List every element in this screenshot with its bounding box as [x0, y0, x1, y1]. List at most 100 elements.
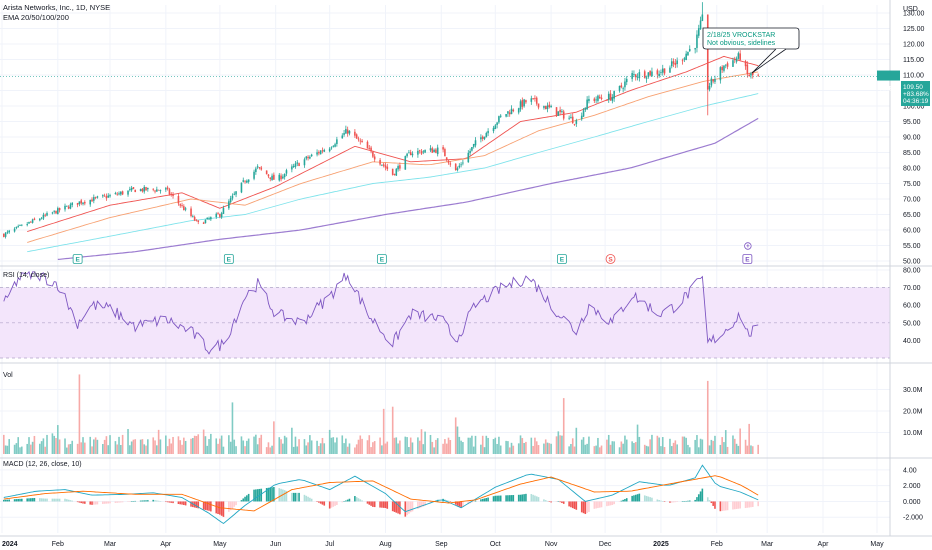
candle-body	[202, 222, 205, 224]
macd-histogram-bar	[298, 492, 300, 502]
macd-panel-label: MACD (12, 26, close, 10)	[3, 461, 82, 468]
annotation-line-1: 2/18/25 VROCKSTAR	[707, 32, 775, 39]
macd-histogram-bar	[638, 493, 641, 502]
macd-histogram-bar	[748, 501, 750, 508]
candle-body	[273, 174, 275, 180]
earnings-marker[interactable]: E	[557, 254, 567, 264]
volume-bar	[244, 446, 246, 454]
volume-bar	[748, 423, 750, 454]
candle-body	[51, 212, 54, 214]
idea-annotation[interactable]: 2/18/25 VROCKSTAR Not obvious, sidelines	[702, 27, 800, 74]
macd-histogram-bar	[663, 501, 666, 502]
volume-bar	[291, 427, 293, 454]
macd-histogram-bar	[699, 491, 702, 502]
candle-body	[192, 216, 194, 218]
volume-bar	[157, 429, 160, 454]
candle-body	[751, 71, 754, 76]
volume-bar	[132, 439, 135, 454]
time-axis-label: Sep	[435, 541, 448, 548]
macd-histogram-bar	[535, 496, 538, 502]
candle-body	[332, 145, 335, 147]
candle-body	[733, 58, 736, 61]
candle-body	[210, 217, 212, 220]
earnings-marker[interactable]: E	[376, 254, 387, 264]
macd-histogram-bar	[597, 501, 599, 509]
volume-bar	[638, 436, 641, 454]
candle-body	[660, 72, 662, 73]
event-markers[interactable]: E E E E S E+	[72, 242, 753, 264]
volume-bar	[130, 441, 133, 454]
rsi-axis-label: 60.00	[903, 303, 921, 310]
macd-histogram-bar	[127, 501, 129, 502]
macd-histogram-bar	[120, 501, 122, 503]
macd-histogram-bar	[618, 501, 621, 502]
volume-bar	[269, 447, 272, 454]
candle-body	[580, 115, 583, 120]
volume-bar	[102, 443, 104, 454]
volume-bar	[508, 447, 511, 454]
earnings-marker[interactable]: E+	[742, 242, 753, 264]
candle-body	[271, 175, 273, 181]
candle-body	[521, 100, 524, 107]
volume-bar	[265, 447, 268, 454]
volume-bar	[660, 446, 662, 454]
candle-body	[712, 79, 714, 82]
volume-bar	[8, 439, 11, 454]
price-axis-label: 90.00	[903, 135, 921, 142]
volume-bar	[676, 444, 678, 454]
macd-histogram-bar	[67, 499, 70, 502]
volume-bar	[672, 442, 675, 454]
macd-histogram-bar	[651, 497, 653, 502]
candle-body	[724, 64, 727, 66]
volume-bar	[444, 439, 446, 454]
candle-body	[39, 218, 41, 221]
volume-bar	[220, 435, 223, 454]
volume-bar	[404, 436, 407, 454]
macd-histogram-bar	[751, 501, 754, 507]
volume-bar	[386, 441, 389, 454]
candle-body	[255, 168, 257, 173]
macd-histogram-bar	[562, 501, 565, 504]
ema-line-1	[27, 55, 759, 233]
macd-histogram-bar	[271, 487, 273, 502]
volume-bar	[462, 442, 464, 454]
price-axis-label: 120.00	[903, 42, 925, 49]
macd-histogram-bar	[231, 501, 234, 509]
candle-body	[480, 137, 482, 140]
candle-body	[64, 205, 66, 210]
event-glyph: E	[227, 256, 232, 263]
macd-histogram-bar	[109, 501, 111, 504]
candle-body	[132, 187, 135, 189]
ema-lines	[27, 55, 759, 260]
candle-body	[609, 93, 612, 101]
volume-bar	[21, 446, 23, 454]
earnings-marker[interactable]: E	[223, 254, 234, 264]
macd-histogram-bar	[265, 487, 268, 502]
volume-bar	[170, 443, 173, 454]
candle-body	[96, 196, 99, 198]
volume-bar	[127, 429, 129, 454]
candle-body	[285, 170, 288, 174]
macd-histogram-bar	[512, 495, 515, 502]
macd-histogram-bar	[622, 499, 624, 502]
volume-bar	[336, 437, 338, 454]
earnings-marker[interactable]: E	[72, 254, 83, 264]
volume-bar	[669, 438, 671, 454]
macd-histogram-bar	[66, 499, 68, 502]
candle-body	[449, 163, 452, 165]
volume-bar	[557, 431, 560, 454]
candle-body	[157, 189, 160, 191]
macd-histogram-bar	[31, 498, 34, 502]
candle-body	[55, 210, 57, 214]
candle-body	[429, 148, 432, 151]
candle-body	[296, 162, 299, 164]
volume-bar	[458, 436, 461, 454]
time-axis-label: Mar	[104, 541, 117, 548]
volume-bars	[3, 374, 759, 454]
candle-body	[393, 173, 396, 175]
volume-bar	[359, 435, 362, 454]
macd-histogram-bar	[471, 501, 473, 503]
split-marker[interactable]: S	[605, 254, 616, 264]
candle-body	[265, 170, 268, 175]
